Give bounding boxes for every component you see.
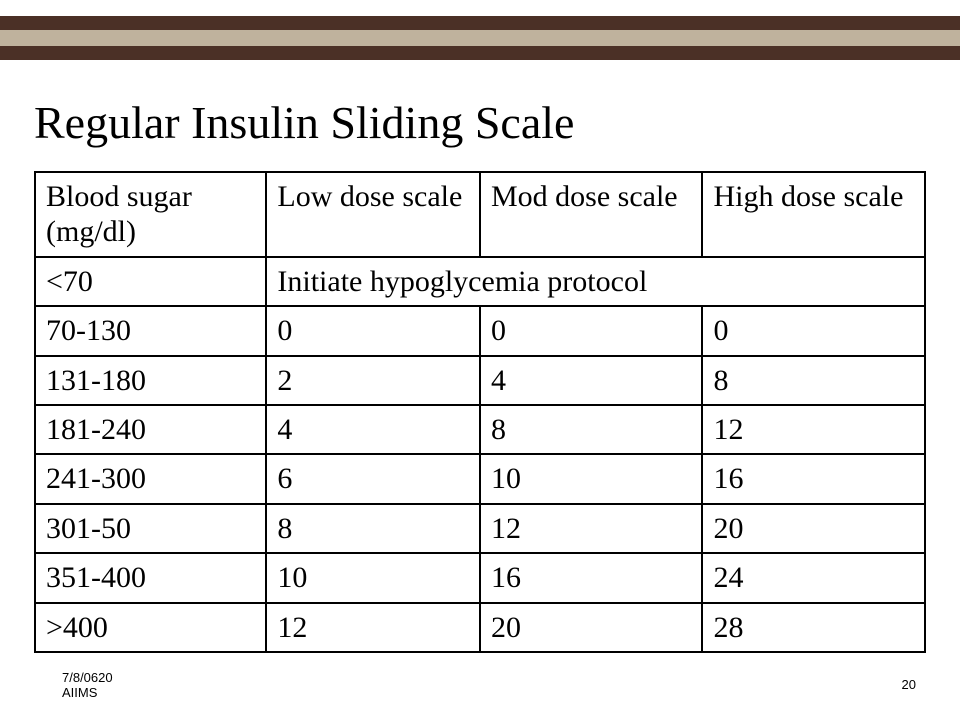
cell-high: 24 bbox=[702, 553, 925, 602]
footer-date: 7/8/0620 AIIMS bbox=[62, 671, 113, 700]
cell-low: 8 bbox=[266, 504, 480, 553]
banner-dark-stripe bbox=[0, 16, 960, 30]
footer-date-line2: AIIMS bbox=[62, 685, 97, 700]
table-row: 70-130 0 0 0 bbox=[35, 306, 925, 355]
table-row: 351-400 10 16 24 bbox=[35, 553, 925, 602]
cell-high: 28 bbox=[702, 603, 925, 652]
cell-range: 301-50 bbox=[35, 504, 266, 553]
footer-date-line1: 7/8/0620 bbox=[62, 670, 113, 685]
cell-mod: 12 bbox=[480, 504, 703, 553]
cell-low: 0 bbox=[266, 306, 480, 355]
col-header-low-dose: Low dose scale bbox=[266, 172, 480, 257]
banner-light-stripe bbox=[0, 30, 960, 46]
cell-low: 2 bbox=[266, 356, 480, 405]
cell-mod: 16 bbox=[480, 553, 703, 602]
cell-high: 16 bbox=[702, 454, 925, 503]
table-header-row: Blood sugar (mg/dl) Low dose scale Mod d… bbox=[35, 172, 925, 257]
cell-high: 12 bbox=[702, 405, 925, 454]
cell-mod: 8 bbox=[480, 405, 703, 454]
footer-page-number: 20 bbox=[902, 677, 916, 692]
sliding-scale-table: Blood sugar (mg/dl) Low dose scale Mod d… bbox=[34, 171, 926, 653]
table-row-protocol: <70 Initiate hypoglycemia protocol bbox=[35, 257, 925, 306]
cell-mod: 4 bbox=[480, 356, 703, 405]
table-row: 301-50 8 12 20 bbox=[35, 504, 925, 553]
cell-mod: 20 bbox=[480, 603, 703, 652]
sliding-scale-table-wrap: Blood sugar (mg/dl) Low dose scale Mod d… bbox=[34, 171, 926, 653]
table-row: 241-300 6 10 16 bbox=[35, 454, 925, 503]
cell-mod: 0 bbox=[480, 306, 703, 355]
cell-protocol-text: Initiate hypoglycemia protocol bbox=[266, 257, 925, 306]
cell-mod: 10 bbox=[480, 454, 703, 503]
cell-low: 12 bbox=[266, 603, 480, 652]
cell-high: 0 bbox=[702, 306, 925, 355]
cell-range: <70 bbox=[35, 257, 266, 306]
cell-low: 6 bbox=[266, 454, 480, 503]
cell-low: 4 bbox=[266, 405, 480, 454]
cell-low: 10 bbox=[266, 553, 480, 602]
cell-range: 181-240 bbox=[35, 405, 266, 454]
cell-high: 20 bbox=[702, 504, 925, 553]
cell-range: 131-180 bbox=[35, 356, 266, 405]
table-row: >400 12 20 28 bbox=[35, 603, 925, 652]
cell-range: 70-130 bbox=[35, 306, 266, 355]
col-header-high-dose: High dose scale bbox=[702, 172, 925, 257]
cell-range: 351-400 bbox=[35, 553, 266, 602]
cell-range: 241-300 bbox=[35, 454, 266, 503]
table-row: 131-180 2 4 8 bbox=[35, 356, 925, 405]
page-title: Regular Insulin Sliding Scale bbox=[34, 96, 960, 149]
cell-range: >400 bbox=[35, 603, 266, 652]
cell-high: 8 bbox=[702, 356, 925, 405]
top-banner bbox=[0, 0, 960, 60]
col-header-mod-dose: Mod dose scale bbox=[480, 172, 703, 257]
banner-dark-stripe bbox=[0, 46, 960, 60]
col-header-blood-sugar: Blood sugar (mg/dl) bbox=[35, 172, 266, 257]
table-row: 181-240 4 8 12 bbox=[35, 405, 925, 454]
